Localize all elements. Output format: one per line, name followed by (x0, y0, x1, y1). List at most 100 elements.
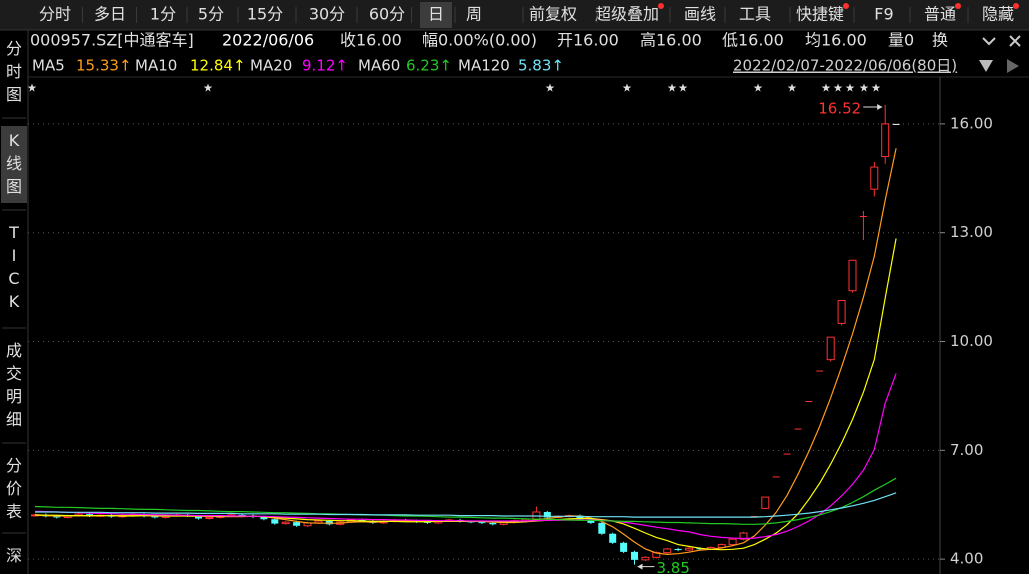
period-selected (420, 2, 452, 28)
tool-button[interactable]: 画线 (684, 5, 716, 24)
ma-line (34, 373, 897, 540)
candle-body (587, 519, 595, 523)
info-star[interactable] (667, 83, 677, 92)
info-field: 开16.00 (557, 31, 619, 50)
info-star[interactable] (203, 83, 213, 92)
info-field: 均16.00 (805, 31, 867, 50)
candle-body (859, 216, 867, 218)
info-star[interactable] (871, 83, 881, 92)
period-tab[interactable]: 多日 (94, 5, 126, 24)
ma-line (34, 477, 897, 525)
candle-body (826, 336, 835, 361)
period-tab[interactable]: 5分 (198, 5, 224, 24)
info-star[interactable] (678, 83, 688, 92)
candle-body (478, 522, 486, 524)
arrow-head (877, 104, 883, 111)
info-close[interactable] (1009, 35, 1021, 47)
candle-body (489, 522, 497, 525)
sidebar-tab[interactable]: K 线图 (6, 131, 22, 196)
legend-value: 15.33↑ (76, 57, 132, 75)
period-tab[interactable]: 分时 (39, 5, 71, 24)
period-tab[interactable]: 日 (428, 5, 444, 24)
legend-name: MA60 (358, 57, 400, 75)
y-tick-label: 13.00 (950, 223, 993, 241)
info-star[interactable] (833, 83, 843, 92)
tool-button[interactable]: 前复权 (529, 5, 577, 24)
y-tick-label: 16.00 (950, 114, 993, 132)
candle-body (739, 532, 748, 540)
period-tab[interactable]: 周 (466, 5, 482, 24)
legend-name: MA10 (135, 57, 177, 75)
legend-name: MA5 (32, 57, 65, 75)
info-star[interactable] (27, 83, 37, 92)
range-dropdown[interactable] (979, 60, 993, 72)
info-field: 量0 (888, 31, 914, 50)
info-field: 幅0.00%(0.00) (422, 31, 537, 50)
info-field: 低16.00 (722, 31, 784, 50)
sidebar-tab[interactable]: 分时图 (6, 39, 22, 104)
toolbar (0, 0, 1029, 30)
candle-body (271, 519, 279, 524)
candle-body (609, 533, 617, 543)
arrow-head (637, 563, 643, 570)
tool-button[interactable]: F9 (874, 5, 893, 24)
candle-body (892, 123, 900, 125)
candle-body (794, 428, 802, 430)
tool-button[interactable]: 普通 (924, 5, 956, 24)
y-tick-label: 7.00 (950, 441, 983, 459)
candle-body (260, 517, 268, 520)
range-next[interactable] (1007, 59, 1019, 73)
info-star[interactable] (622, 83, 632, 92)
legend-name: MA20 (250, 57, 292, 75)
low-label: 3.85 (657, 559, 690, 574)
candle-body (761, 496, 770, 509)
info-star[interactable] (859, 83, 869, 92)
sidebar-tab[interactable]: 分价表 (6, 456, 22, 521)
candle-body (281, 521, 290, 525)
notice-dot (843, 3, 850, 9)
high-label: 16.52 (818, 100, 861, 118)
candle-body (620, 542, 628, 552)
y-tick-label: 4.00 (950, 550, 983, 568)
tool-button[interactable]: 隐藏 (982, 5, 1014, 24)
legend-value: 9.12↑ (302, 57, 348, 75)
date: 2022/06/06 (222, 31, 314, 50)
candle-body (750, 515, 758, 517)
tab-selected (1, 126, 27, 203)
sidebar-tab[interactable]: 成交明细 (6, 341, 22, 429)
candle-body (674, 548, 682, 551)
legend-value: 5.83↑ (518, 57, 564, 75)
info-star[interactable] (787, 83, 797, 92)
period-tab[interactable]: 60分 (369, 5, 405, 24)
candle-body (783, 453, 791, 455)
info-field: 换 (932, 31, 948, 50)
candle-body (641, 556, 650, 561)
period-tab[interactable]: 1分 (150, 5, 176, 24)
period-tab[interactable]: 15分 (247, 5, 283, 24)
candle-body (543, 511, 551, 518)
info-field: 收16.00 (340, 31, 402, 50)
period-tab[interactable]: 30分 (309, 5, 345, 24)
legend-value: 6.23↑ (406, 57, 452, 75)
tool-button[interactable]: 工具 (739, 5, 771, 24)
info-dropdown[interactable] (982, 37, 996, 46)
candle-body (816, 370, 824, 372)
tool-button[interactable]: 超级叠加 (595, 5, 659, 24)
legend-name: MA120 (458, 57, 510, 75)
info-star[interactable] (845, 83, 855, 92)
info-star[interactable] (545, 83, 555, 92)
candle-body (728, 538, 737, 546)
date-range[interactable]: 2022/02/07-2022/06/06(80日) (733, 57, 957, 75)
candle-body (205, 516, 214, 520)
ma-line (35, 492, 897, 518)
candle-body (598, 522, 606, 534)
info-star[interactable] (821, 83, 831, 92)
candle-body (151, 516, 159, 518)
tool-button[interactable]: 快捷键 (796, 5, 844, 24)
sidebar-tab[interactable]: 深 (6, 546, 22, 565)
candle-body (805, 400, 813, 402)
info-star[interactable] (753, 83, 763, 92)
